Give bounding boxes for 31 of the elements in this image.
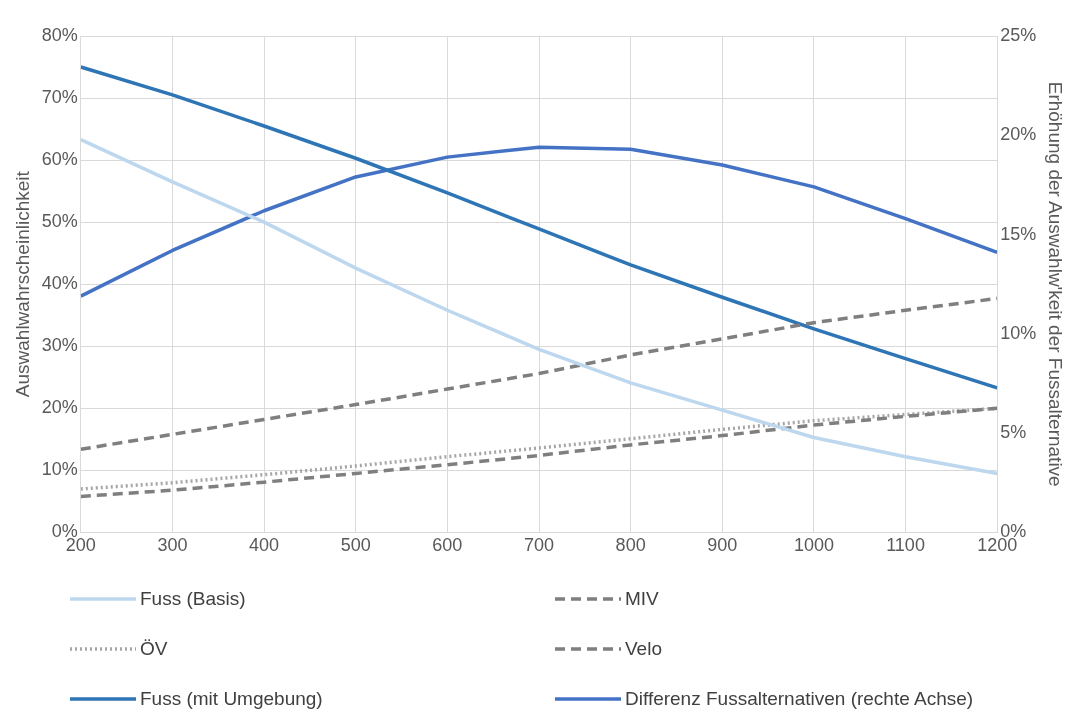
y-tick-label: 10% <box>41 459 78 480</box>
y-axis-title: Auswahlwahrscheinlichkeit <box>11 170 33 398</box>
y2-axis-title: Erhöhung der Auswahlw'keit der Fussalternative <box>1045 81 1067 487</box>
legend-label: Fuss (Basis) <box>140 588 246 610</box>
legend-label: Fuss (mit Umgebung) <box>140 688 323 710</box>
x-tick-label: 1000 <box>793 535 834 556</box>
legend-label: MIV <box>625 588 659 610</box>
y-tick-label: 20% <box>41 397 78 418</box>
x-tick-label: 900 <box>707 535 738 556</box>
y-tick-label: 60% <box>41 149 78 170</box>
y-tick-label: 70% <box>41 87 78 108</box>
x-tick-label: 400 <box>249 535 280 556</box>
x-tick-label: 300 <box>157 535 188 556</box>
line-series <box>80 296 998 451</box>
y-tick-label: 40% <box>41 273 78 294</box>
y-tick-label: 30% <box>41 335 78 356</box>
x-tick-label: 600 <box>432 535 463 556</box>
x-tick-label: 1100 <box>886 535 925 556</box>
y2-tick-label: 5% <box>1000 422 1027 443</box>
y2-tick-label: 15% <box>1000 223 1037 244</box>
legend-label: ÖV <box>140 638 168 660</box>
legend-label: Velo <box>625 638 662 660</box>
y-tick-label: 80% <box>41 24 78 45</box>
y2-tick-label: 20% <box>1000 124 1037 145</box>
y2-tick-label: 10% <box>1000 322 1037 343</box>
y2-tick-label: 25% <box>1000 24 1037 45</box>
legend-label: Differenz Fussalternativen (rechte Achse) <box>625 688 974 710</box>
x-tick-label: 800 <box>615 535 646 556</box>
y-tick-label: 50% <box>41 211 78 232</box>
x-tick-label: 700 <box>523 535 555 556</box>
x-tick-label: 500 <box>340 535 371 556</box>
